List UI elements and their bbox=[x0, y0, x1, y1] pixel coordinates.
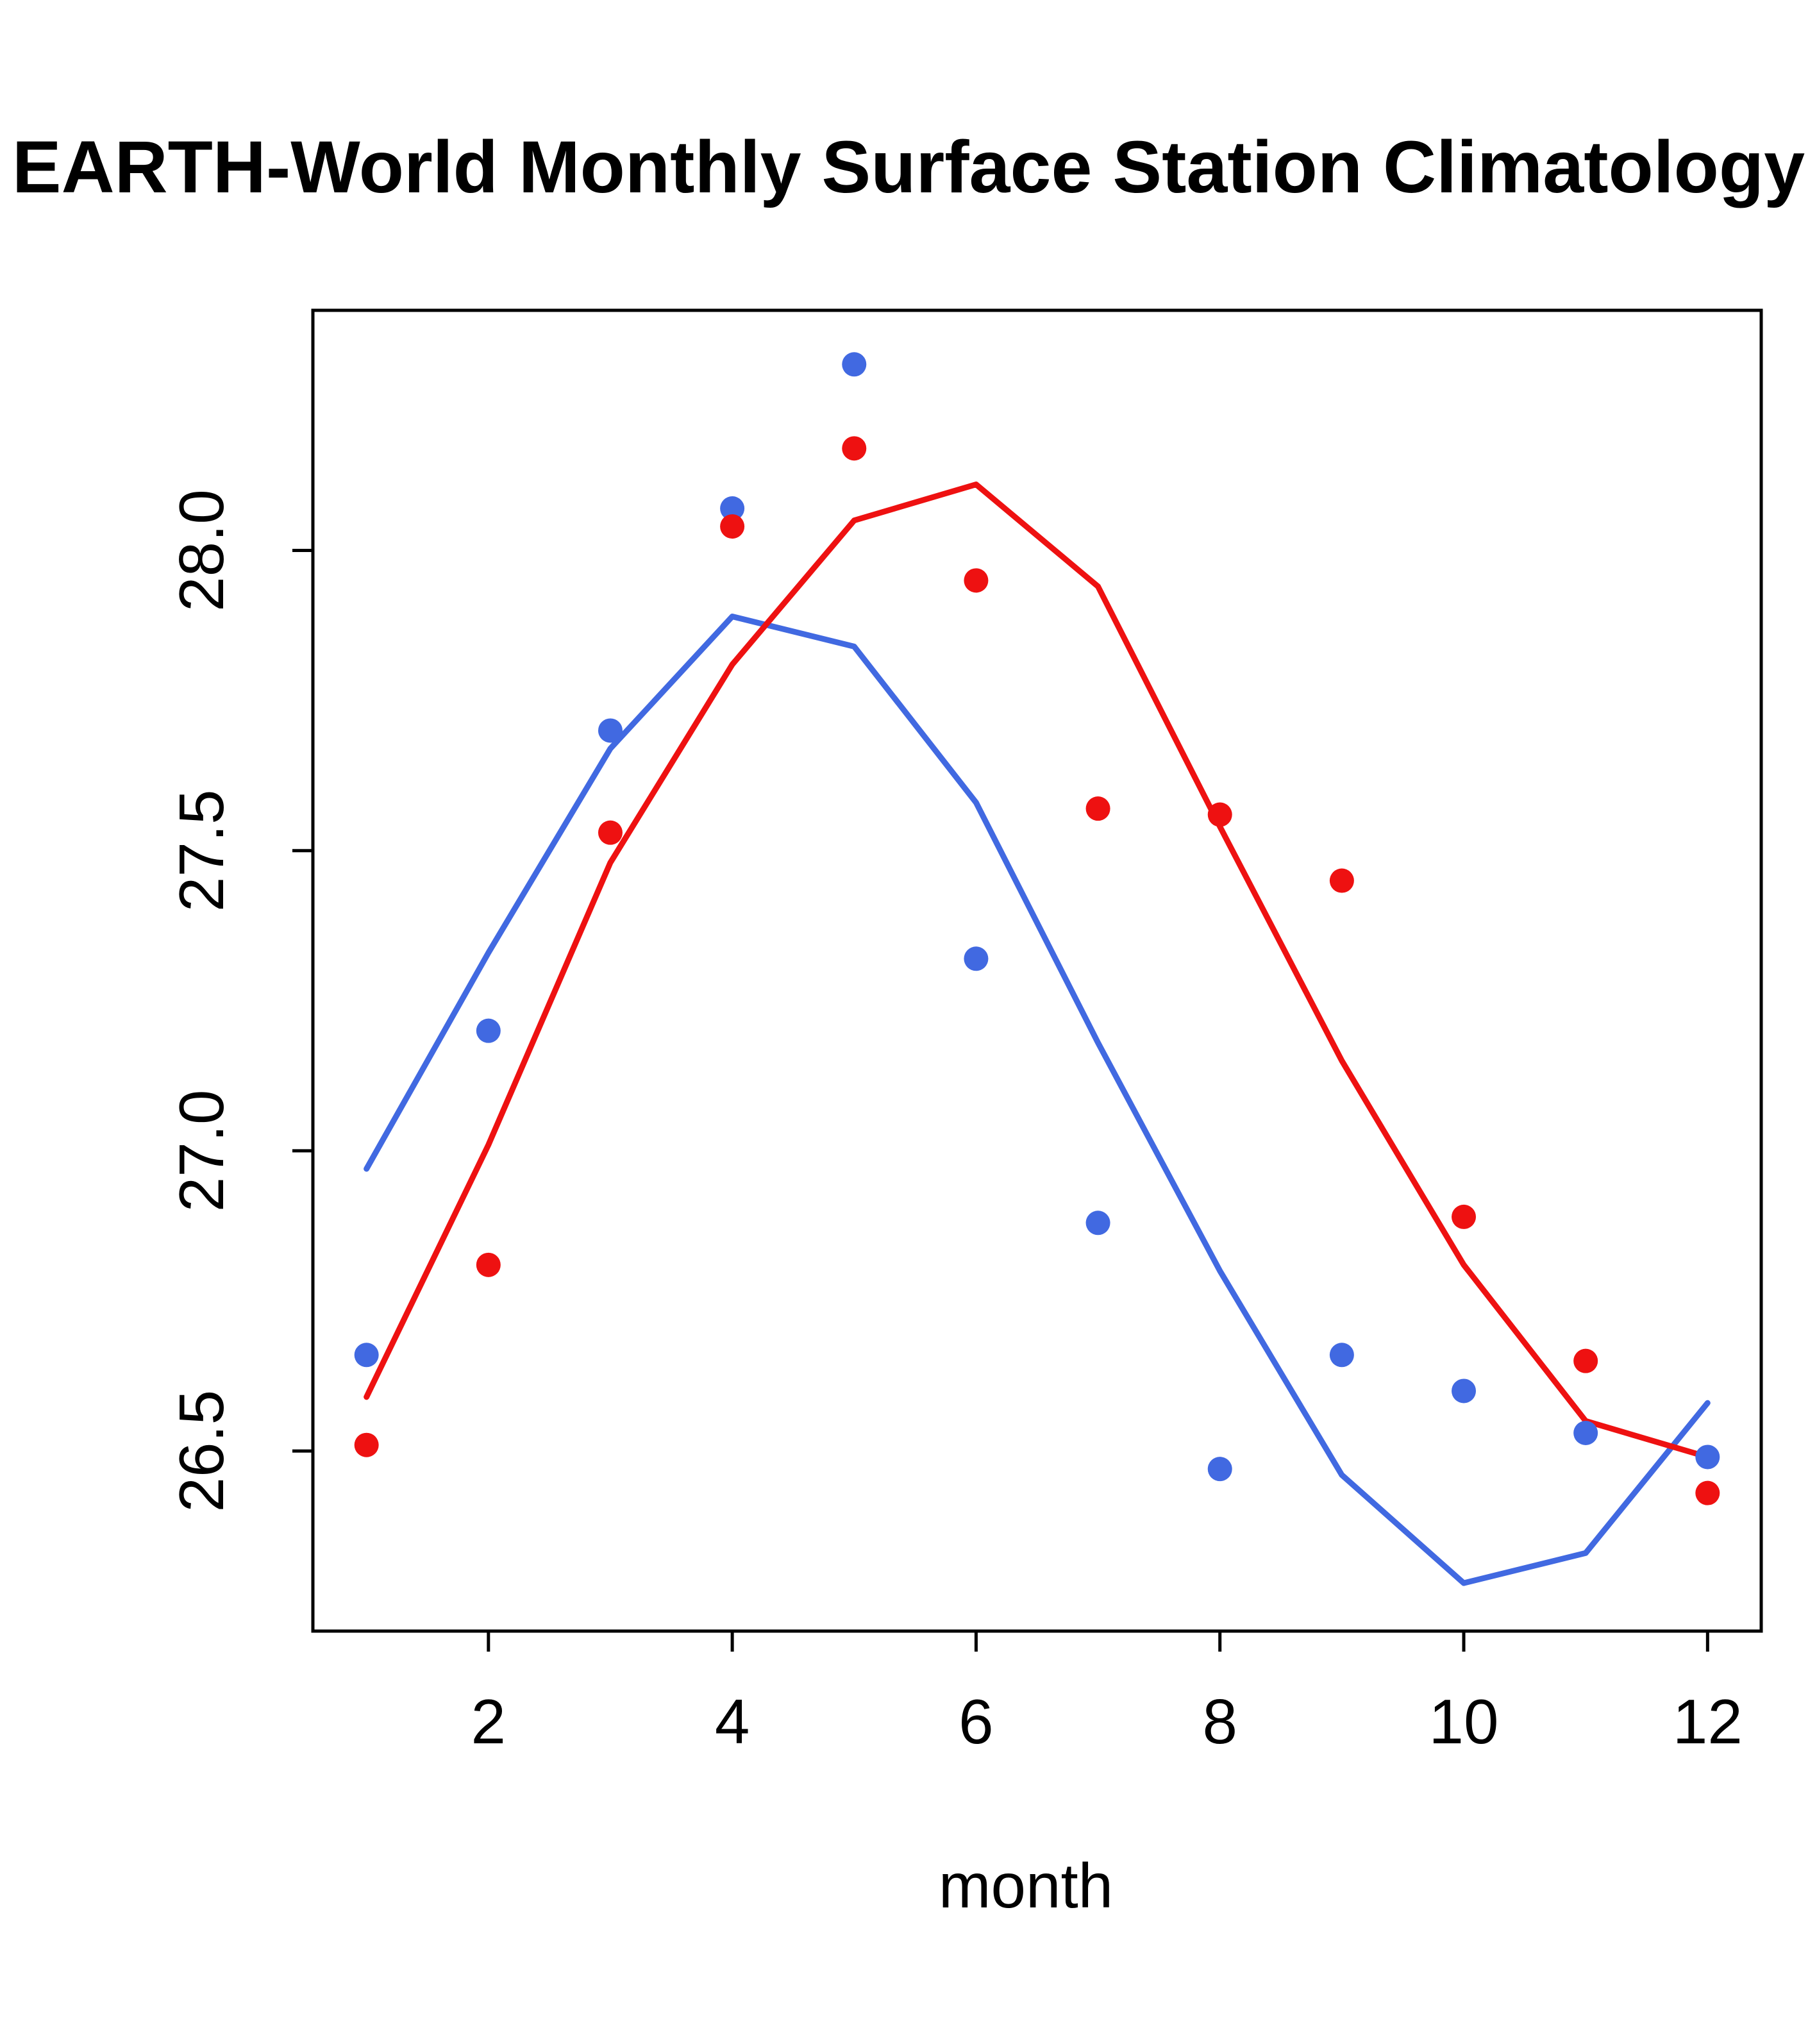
red-point bbox=[1573, 1348, 1598, 1373]
blue-point bbox=[964, 946, 989, 971]
blue-point bbox=[1573, 1421, 1598, 1445]
red-point bbox=[720, 514, 745, 539]
red-point bbox=[1452, 1204, 1477, 1229]
red-point bbox=[598, 820, 623, 845]
red-point bbox=[842, 436, 867, 461]
red-point bbox=[354, 1432, 379, 1457]
blue-point bbox=[354, 1343, 379, 1368]
blue-point bbox=[1085, 1210, 1110, 1236]
x-tick-label: 6 bbox=[959, 1686, 994, 1757]
y-tick-label: 27.0 bbox=[166, 1090, 237, 1212]
red-point bbox=[476, 1252, 501, 1277]
x-tick-label: 8 bbox=[1202, 1686, 1237, 1757]
red-point bbox=[964, 568, 989, 593]
blue-point bbox=[1695, 1445, 1720, 1470]
y-tick-label: 28.0 bbox=[166, 489, 237, 612]
x-tick-label: 2 bbox=[471, 1686, 507, 1757]
plot-area: 2 4 6 8 10 12 26.5 27.0 27.5 28.0 bbox=[166, 308, 1763, 1757]
red-point bbox=[1207, 802, 1232, 827]
chart-title: EARTH-World Monthly Surface Station Clim… bbox=[12, 126, 1805, 208]
y-tick-label: 27.5 bbox=[166, 789, 237, 912]
red-point bbox=[1329, 868, 1354, 893]
blue-point bbox=[720, 496, 745, 521]
red-point bbox=[1695, 1480, 1720, 1505]
x-tick-label: 4 bbox=[715, 1686, 750, 1757]
blue-point bbox=[1207, 1457, 1232, 1482]
plot-border bbox=[311, 308, 1763, 1633]
red-line bbox=[364, 482, 1711, 1460]
blue-point bbox=[1329, 1343, 1354, 1368]
x-tick-label: 10 bbox=[1429, 1686, 1499, 1757]
y-tick-label: 26.5 bbox=[166, 1390, 237, 1512]
blue-point bbox=[598, 718, 623, 743]
x-axis-label: month bbox=[939, 1850, 1113, 1921]
x-tick-label: 12 bbox=[1673, 1686, 1743, 1757]
blue-line bbox=[364, 614, 1711, 1586]
red-point bbox=[1085, 796, 1110, 821]
blue-point bbox=[1452, 1378, 1477, 1403]
blue-point bbox=[842, 352, 867, 377]
blue-point bbox=[476, 1018, 501, 1043]
